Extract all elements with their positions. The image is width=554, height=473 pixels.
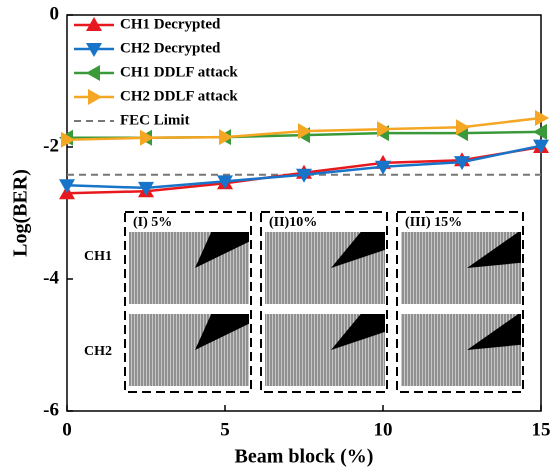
legend-label: FEC Limit xyxy=(120,112,190,128)
y-tick-label: -2 xyxy=(43,135,59,156)
inset-title: (III) 15% xyxy=(405,215,462,230)
y-tick-label: -6 xyxy=(43,399,59,420)
inset-title: (I) 5% xyxy=(133,215,172,230)
marker xyxy=(533,124,547,140)
x-tick-label: 0 xyxy=(62,419,72,440)
marker xyxy=(535,110,549,126)
x-tick-label: 10 xyxy=(374,419,393,440)
y-axis-label: Log(BER) xyxy=(10,169,32,257)
y-tick-label: 0 xyxy=(50,3,60,24)
x-tick-label: 5 xyxy=(220,419,230,440)
legend-label: CH1 Decrypted xyxy=(120,16,221,32)
legend-label: CH1 DDLF attack xyxy=(120,64,238,80)
inset-row-label: CH1 xyxy=(84,249,112,264)
inset-title: (II)10% xyxy=(269,215,317,230)
chart: Beam block (%) Log(BER) (I) 5% (II)10% (II… xyxy=(0,0,554,473)
x-tick-label: 15 xyxy=(532,419,551,440)
legend-label: CH2 DDLF attack xyxy=(120,88,238,104)
legend-label: CH2 Decrypted xyxy=(120,40,221,56)
inset-row-label: CH2 xyxy=(84,344,112,359)
x-axis-label: Beam block (%) xyxy=(235,446,374,468)
y-tick-label: -4 xyxy=(43,267,59,288)
marker xyxy=(88,89,102,105)
marker xyxy=(86,65,100,81)
